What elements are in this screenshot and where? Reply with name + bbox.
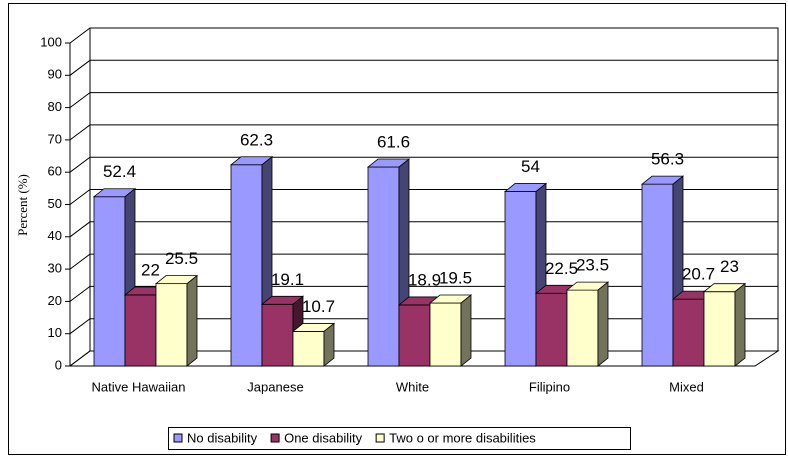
grid-line <box>69 253 778 270</box>
y-tick-label: 40 <box>48 228 62 243</box>
legend-swatch <box>173 433 183 443</box>
x-tick-label: White <box>396 379 429 394</box>
x-tick-label: Native Hawaiian <box>92 379 186 394</box>
bar <box>672 298 705 367</box>
legend-box <box>168 427 631 450</box>
x-tick-label: Japanese <box>247 379 303 394</box>
y-tick-label: 100 <box>40 34 62 49</box>
grid-line <box>69 92 778 108</box>
y-tick-label: 90 <box>48 67 62 82</box>
bar <box>504 191 537 367</box>
bar <box>367 166 400 367</box>
data-label: 23 <box>720 257 739 276</box>
data-label: 19.1 <box>271 270 304 289</box>
data-label: 25.5 <box>165 249 198 268</box>
data-label: 18.9 <box>408 270 441 289</box>
data-label: 61.6 <box>377 133 410 152</box>
bar <box>230 164 263 367</box>
bar <box>566 289 599 367</box>
y-tick-label: 50 <box>48 196 62 211</box>
bar-side <box>734 282 746 367</box>
y-tick-label: 60 <box>48 164 62 179</box>
legend-swatch <box>270 433 280 443</box>
data-label: 20.7 <box>682 265 715 284</box>
data-label: 54 <box>521 157 540 176</box>
y-tick-label: 80 <box>48 99 62 114</box>
bar <box>535 292 568 367</box>
bar <box>398 304 431 367</box>
bar-side <box>597 281 609 367</box>
grid-line <box>69 59 778 76</box>
grid-line <box>69 189 778 205</box>
data-label: 19.5 <box>439 268 472 287</box>
bar <box>641 183 674 367</box>
data-label: 22 <box>141 260 160 279</box>
bar <box>155 283 188 367</box>
bar <box>292 331 325 367</box>
bar-side <box>323 322 335 367</box>
y-axis-label: Percent (%) <box>15 174 30 236</box>
data-label: 22.5 <box>545 259 578 278</box>
bar <box>93 196 126 367</box>
grid-line <box>69 27 778 44</box>
grid-line <box>69 124 778 141</box>
y-tick-label: 70 <box>48 131 62 146</box>
grid-line <box>69 221 778 238</box>
bar <box>429 302 462 367</box>
bar <box>703 291 736 367</box>
legend-label: No disability <box>187 430 258 445</box>
y-tick-label: 30 <box>48 261 62 276</box>
data-label: 10.7 <box>302 297 335 316</box>
y-tick-label: 0 <box>55 357 62 372</box>
data-label: 52.4 <box>103 162 136 181</box>
bar <box>124 294 157 367</box>
data-label: 56.3 <box>651 150 684 169</box>
bar-side <box>460 294 472 367</box>
bar-side <box>186 274 198 367</box>
grid-line <box>69 156 778 173</box>
data-label: 23.5 <box>576 256 609 275</box>
legend-label: Two o or more disabilities <box>389 430 536 445</box>
bar <box>261 303 294 367</box>
y-tick-label: 10 <box>48 325 62 340</box>
legend-swatch <box>375 433 385 443</box>
x-tick-label: Mixed <box>669 379 704 394</box>
data-label: 62.3 <box>240 130 273 149</box>
legend-label: One disability <box>284 430 363 445</box>
x-tick-label: Filipino <box>529 379 570 394</box>
y-tick-label: 20 <box>48 293 62 308</box>
